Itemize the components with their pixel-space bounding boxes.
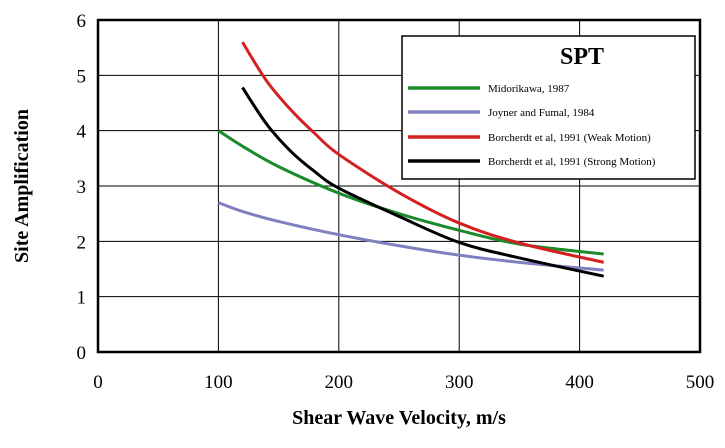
x-tick-label: 500 bbox=[686, 372, 715, 393]
series-line-3 bbox=[241, 41, 605, 264]
y-tick-label: 1 bbox=[77, 288, 87, 309]
y-tick-label: 0 bbox=[77, 343, 87, 364]
x-tick-label: 0 bbox=[93, 372, 103, 393]
legend: SPT Midorikawa, 1987 Joyner and Fumal, 19… bbox=[401, 35, 696, 180]
legend-box bbox=[401, 35, 696, 180]
series-line-4 bbox=[241, 86, 604, 278]
legend-title: SPT bbox=[560, 44, 604, 70]
series-line-2 bbox=[217, 201, 604, 272]
y-tick-label: 5 bbox=[77, 66, 87, 87]
plot-border bbox=[96, 18, 702, 354]
legend-label-4: Borcherdt et al, 1991 (Strong Motion) bbox=[488, 156, 656, 168]
legend-items: Midorikawa, 1987 Joyner and Fumal, 1984 Bo… bbox=[408, 83, 656, 168]
y-tick-label: 4 bbox=[77, 122, 87, 143]
y-tick-label: 2 bbox=[77, 232, 87, 253]
x-tick-label: 100 bbox=[204, 372, 233, 393]
x-tick-label: 400 bbox=[565, 372, 594, 393]
x-tick-label: 200 bbox=[325, 372, 354, 393]
y-axis-title: Site Amplification bbox=[11, 109, 33, 263]
y-tick-label: 6 bbox=[77, 11, 87, 32]
y-tick-labels: 0 1 2 3 4 5 6 bbox=[77, 11, 87, 364]
legend-label-1: Midorikawa, 1987 bbox=[488, 83, 570, 95]
x-axis-title: Shear Wave Velocity, m/s bbox=[292, 407, 506, 429]
x-tick-labels: 0 100 200 300 400 500 bbox=[93, 372, 714, 393]
x-tick-label: 300 bbox=[445, 372, 474, 393]
series-lines bbox=[217, 41, 605, 278]
legend-label-2: Joyner and Fumal, 1984 bbox=[488, 107, 595, 119]
y-tick-label: 3 bbox=[77, 177, 87, 198]
legend-label-3: Borcherdt et al, 1991 (Weak Motion) bbox=[488, 132, 651, 144]
